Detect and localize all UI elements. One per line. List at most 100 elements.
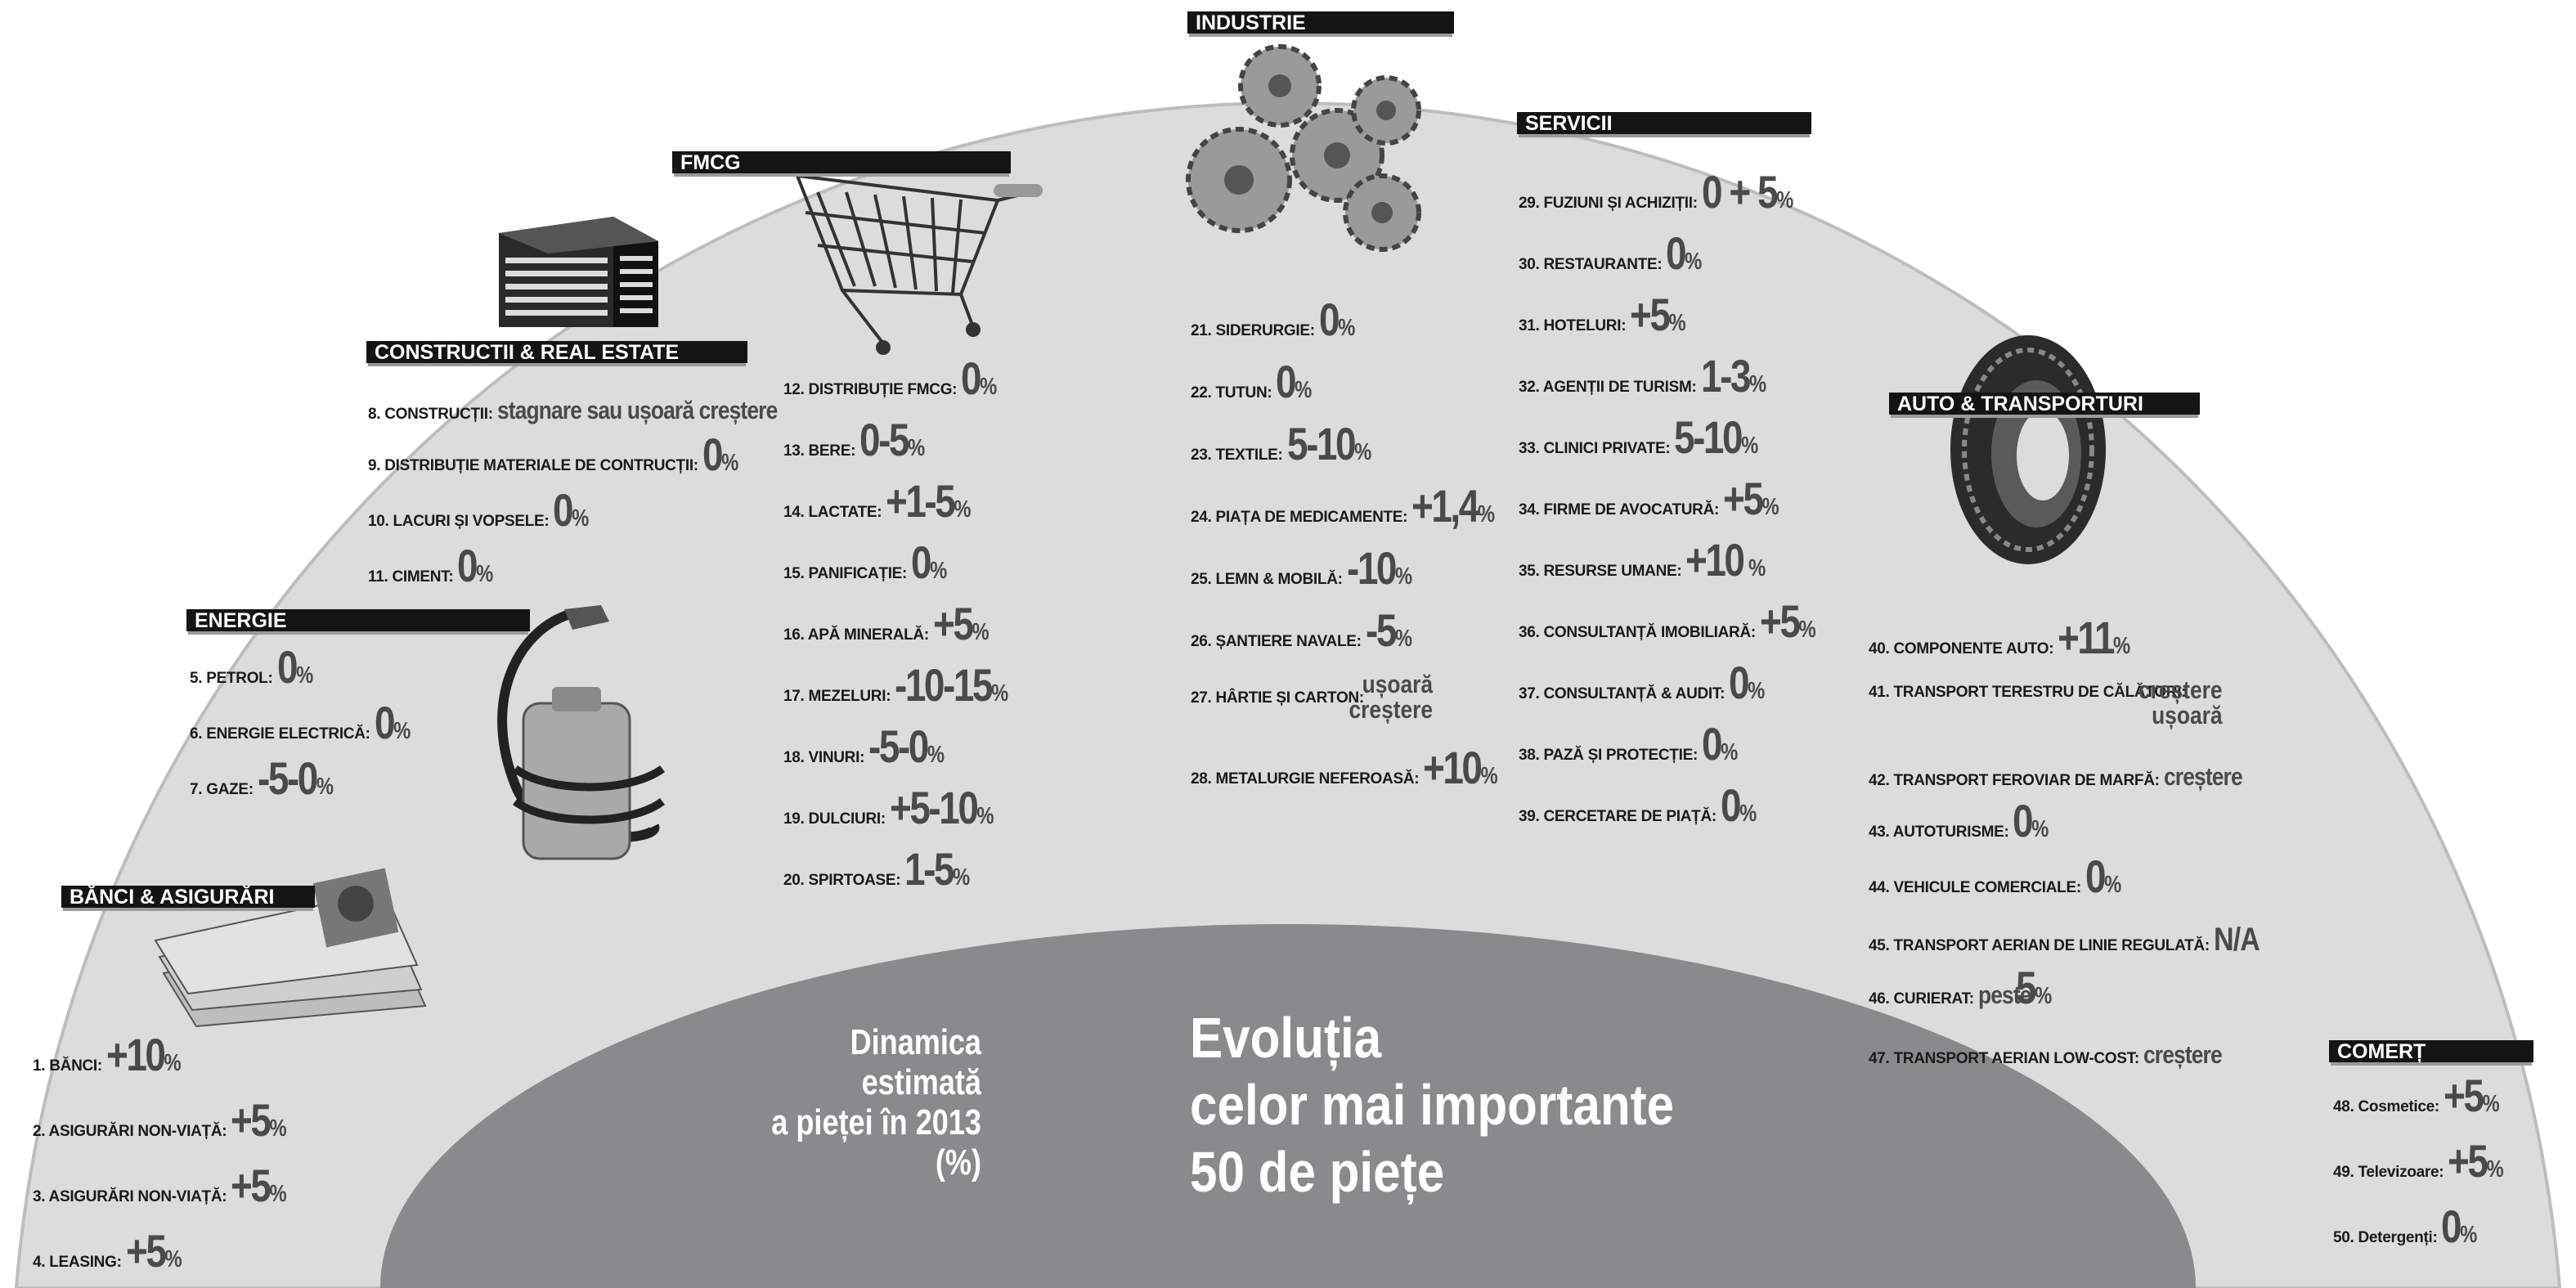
market-value: 0%	[702, 429, 739, 480]
market-value: +5%	[1723, 473, 1779, 524]
subtitle-line: (%)	[935, 1142, 981, 1183]
market-value: 1-5%	[904, 843, 971, 895]
market-value: 5-10%	[1286, 418, 1371, 469]
market-value: 0%	[2441, 1200, 2478, 1252]
market-value: 0%	[1729, 657, 1766, 708]
market-value: N/A	[2213, 922, 2260, 958]
market-label: 8. CONSTRUCȚII:	[368, 406, 493, 423]
market-value: +10%	[1423, 742, 1498, 793]
market-label: 9. DISTRIBUȚIE MATERIALE DE CONTRUCȚII:	[368, 457, 698, 474]
title-line: Evoluția	[1190, 1006, 1382, 1070]
market-label: 14. LACTATE:	[783, 504, 882, 521]
tire-icon	[1950, 335, 2106, 564]
page-title: Evoluția celor mai importante 50 de pieț…	[1190, 1004, 1674, 1205]
section-header-servicii: SERVICII	[1517, 112, 1811, 135]
market-label: 45. TRANSPORT AERIAN DE LINIE REGULATĂ:	[1869, 937, 2210, 954]
inner-semicircle	[380, 924, 2196, 1288]
market-value: ușoară creștere	[1349, 670, 1434, 724]
fuel-canister-icon	[497, 605, 665, 860]
market-label: 43. AUTOTURISME:	[1869, 824, 2009, 841]
market-value: creștere	[2143, 1040, 2223, 1069]
market-label: 49. Televizoare:	[2333, 1164, 2444, 1181]
market-value-prefix: peste	[1977, 981, 2031, 1009]
market-label: 41. TRANSPORT TERESTRU DE CĂLĂTORI:	[1869, 684, 2187, 701]
market-label: 28. METALURGIE NEFEROASĂ:	[1191, 770, 1420, 788]
gears-icon	[1186, 44, 1421, 252]
market-value: +11%	[2058, 612, 2131, 663]
market-label: 33. CLINICI PRIVATE:	[1519, 440, 1671, 457]
market-label: 50. Detergenți:	[2333, 1229, 2438, 1246]
market-value: 0%	[1318, 294, 1355, 345]
subtitle-line: estimată	[861, 1062, 981, 1102]
market-value: +5%	[231, 1160, 287, 1211]
market-label: 18. VINURI:	[783, 749, 865, 766]
subtitle: Dinamica estimată a pieței în 2013 (%)	[646, 1022, 981, 1183]
market-value: +5%	[231, 1094, 287, 1146]
market-value: 0-5%	[859, 414, 926, 465]
market-value: +5%	[2443, 1070, 2500, 1121]
market-value: 0%	[961, 352, 998, 404]
shopping-cart-icon	[794, 173, 1043, 355]
market-label: 32. AGENȚII DE TURISM:	[1519, 379, 1697, 396]
market-value: 0%	[1666, 227, 1703, 279]
market-label: 12. DISTRIBUȚIE FMCG:	[783, 381, 958, 398]
market-label: 21. SIDERURGIE:	[1191, 322, 1315, 339]
market-value: +5%	[125, 1225, 182, 1277]
market-label: 13. BERE:	[783, 442, 856, 460]
market-label: 4. LEASING:	[33, 1254, 122, 1271]
market-label: 27. HÂRTIE ȘI CARTON:	[1191, 689, 1364, 707]
market-label: 20. SPIRTOASE:	[783, 872, 901, 889]
market-value: 0%	[553, 484, 590, 536]
market-value: +5%	[1630, 289, 1686, 340]
banknotes-icon	[154, 868, 427, 1028]
market-label: 34. FIRME DE AVOCATURĂ:	[1519, 501, 1720, 518]
market-label: 44. VEHICULE COMERCIALE:	[1869, 879, 2081, 896]
market-value: +5-10%	[889, 782, 994, 833]
market-value: -5-0%	[868, 720, 945, 772]
market-label: 1. BĂNCI:	[33, 1057, 102, 1075]
market-label: 31. HOTELURI:	[1519, 317, 1627, 334]
market-label: 3. ASIGURĂRI NON-VIAȚĂ:	[33, 1188, 227, 1205]
market-label: 37. CONSULTANȚĂ & AUDIT:	[1519, 685, 1726, 702]
market-label: 48. Cosmetice:	[2333, 1098, 2439, 1115]
market-value: creștere ușoară	[2138, 675, 2223, 729]
market-label: 23. TEXTILE:	[1191, 447, 1283, 464]
market-value: 0%	[2013, 795, 2049, 846]
office-building-icon	[499, 217, 658, 327]
market-label: 25. LEMN & MOBILĂ:	[1191, 571, 1343, 588]
subtitle-line: a pieței în 2013	[771, 1102, 981, 1142]
market-label: 17. MEZELURI:	[783, 688, 891, 705]
section-header-auto: AUTO & TRANSPORTURI	[1889, 393, 2200, 415]
market-value: -5-0%	[257, 752, 334, 804]
section-header-banci: BĂNCI & ASIGURĂRI	[61, 886, 315, 909]
market-label: 39. CERCETARE DE PIAȚĂ:	[1519, 808, 1717, 825]
section-header-comert: COMERȚ	[2329, 1040, 2533, 1063]
market-value: +10 %	[1685, 534, 1766, 586]
market-label: 11. CIMENT:	[368, 568, 454, 586]
market-value: 0%	[911, 536, 948, 588]
market-value: +5%	[2448, 1135, 2504, 1187]
market-label: 6. ENERGIE ELECTRICĂ:	[190, 725, 370, 743]
market-value: -10-15%	[895, 659, 1009, 711]
market-value: 0%	[1720, 779, 1757, 831]
market-label: 38. PAZĂ ȘI PROTECȚIE:	[1519, 747, 1698, 764]
title-line: 50 de piețe	[1190, 1140, 1445, 1204]
market-label: 35. RESURSE UMANE:	[1519, 563, 1682, 580]
market-value: +1-5%	[886, 475, 972, 527]
market-value: 0%	[457, 540, 494, 591]
title-line: celor mai importante	[1190, 1073, 1675, 1137]
market-label: 24. PIAȚA DE MEDICAMENTE:	[1191, 509, 1408, 526]
section-header-industrie: INDUSTRIE	[1187, 11, 1454, 34]
market-label: 5. PETROL:	[190, 670, 273, 687]
market-label: 36. CONSULTANȚĂ IMOBILIARĂ:	[1519, 624, 1756, 641]
market-value: 0%	[1701, 718, 1739, 770]
market-value: 0%	[276, 641, 313, 693]
market-label: 7. GAZE:	[190, 781, 254, 798]
market-value: 0%	[1276, 356, 1313, 407]
market-value: stagnare sau ușoară creștere	[496, 396, 778, 424]
market-value: -10%	[1346, 542, 1412, 594]
market-label: 16. APĂ MINERALĂ:	[783, 626, 929, 644]
market-value: +10%	[105, 1029, 182, 1080]
market-value: 5-10%	[1674, 411, 1759, 463]
